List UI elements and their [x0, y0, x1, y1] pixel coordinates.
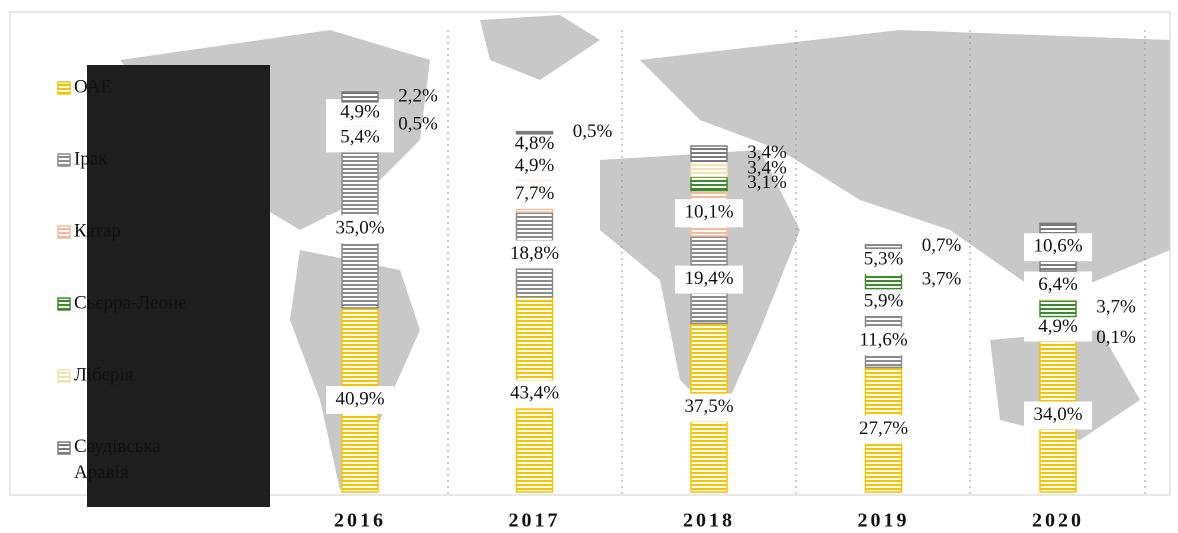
- data-label: 5,9%: [864, 290, 904, 311]
- label-box: [326, 385, 394, 414]
- x-tick-label: 2016: [334, 510, 386, 532]
- data-label: 27,7%: [859, 418, 908, 439]
- x-tick-label: 2017: [509, 510, 561, 532]
- legend-label: ОАЕ: [74, 76, 112, 97]
- data-label: 4,8%: [515, 133, 555, 154]
- legend-swatch: [57, 153, 71, 167]
- legend-swatch: [57, 297, 71, 311]
- label-box: [1024, 271, 1092, 300]
- legend-label: Ірак: [74, 148, 108, 169]
- data-label: 43,4%: [510, 383, 559, 404]
- bar-segment: [341, 91, 379, 103]
- data-label: 0,5%: [398, 113, 438, 134]
- bar-segment: [690, 145, 728, 163]
- data-label: 10,6%: [1033, 236, 1082, 257]
- bar-segment: [515, 130, 554, 135]
- x-tick-label: 2018: [683, 510, 735, 532]
- data-label: 4,9%: [1038, 316, 1078, 337]
- label-box: [849, 246, 918, 275]
- legend-swatch: [57, 369, 71, 383]
- x-tick-label: 2020: [1032, 510, 1084, 532]
- data-label: 3,7%: [922, 269, 962, 290]
- data-label: 19,4%: [684, 268, 733, 289]
- label-box: [500, 380, 569, 409]
- label-box: [1024, 401, 1092, 430]
- data-label: 5,3%: [864, 248, 904, 269]
- data-label: 0,5%: [573, 121, 613, 142]
- data-label: 37,5%: [684, 396, 733, 417]
- data-label: 3,4%: [747, 142, 787, 163]
- data-label: 11,6%: [859, 330, 908, 351]
- label-box: [1024, 313, 1092, 342]
- data-label: 34,0%: [1033, 404, 1082, 425]
- data-label: 0,7%: [922, 235, 962, 256]
- bar-segment: [690, 160, 728, 178]
- label-box: [326, 98, 394, 127]
- x-tick-label: 2019: [858, 510, 910, 532]
- bar-segment: [864, 271, 903, 290]
- legend-label: Саудівська Аравія: [74, 436, 161, 483]
- data-label: 4,9%: [515, 155, 555, 176]
- data-label: 3,1%: [747, 172, 787, 193]
- label-box: [326, 215, 394, 244]
- label-box: [675, 199, 743, 228]
- label-box: [500, 180, 569, 209]
- label-box: [326, 124, 394, 153]
- legend-swatch: [57, 81, 71, 95]
- legend-swatch: [57, 225, 71, 239]
- legend-label: Ліберія: [74, 364, 134, 385]
- data-label: 5,4%: [340, 127, 380, 148]
- data-label: 3,7%: [1096, 297, 1136, 318]
- data-label: 18,8%: [510, 243, 559, 264]
- label-box: [500, 130, 569, 159]
- data-label: 35,0%: [335, 218, 384, 239]
- data-label: 4,9%: [340, 101, 380, 122]
- label-box: [675, 265, 743, 294]
- legend-swatch: [57, 441, 71, 455]
- data-label: 3,4%: [747, 157, 787, 178]
- label-box: [849, 327, 918, 356]
- data-label: 6,4%: [1038, 274, 1078, 295]
- data-label: 7,7%: [515, 183, 555, 204]
- data-label: 2,2%: [398, 85, 438, 106]
- label-box: [849, 287, 918, 316]
- label-box: [500, 240, 569, 269]
- bar-segment: [864, 244, 903, 249]
- legend-label: Катар: [74, 220, 121, 241]
- label-box: [849, 415, 918, 444]
- data-label: 0,1%: [1096, 327, 1136, 348]
- data-label: 40,9%: [335, 388, 384, 409]
- bar-segment: [690, 175, 728, 192]
- data-label: 10,1%: [684, 202, 733, 223]
- label-box: [675, 393, 743, 422]
- legend-label: Сьєрра-Леоне: [74, 292, 187, 313]
- bar-segment: [1039, 299, 1077, 318]
- label-box: [1024, 233, 1092, 262]
- map-background: [9, 11, 1171, 507]
